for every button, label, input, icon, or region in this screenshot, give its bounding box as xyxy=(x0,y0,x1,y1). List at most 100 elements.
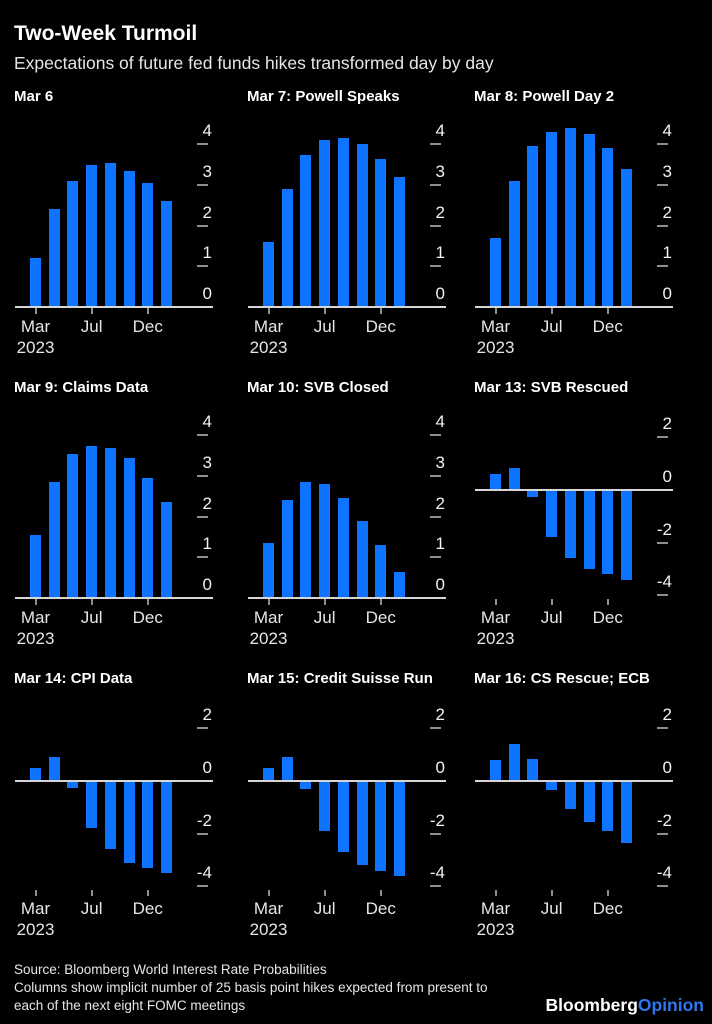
x-tick-label: Mar 2023 xyxy=(249,317,288,357)
source-line: Source: Bloomberg World Interest Rate Pr… xyxy=(14,962,327,977)
bar xyxy=(546,781,558,791)
bar xyxy=(300,154,312,307)
bar xyxy=(104,781,116,850)
chart-inner: Mar 10: SVB Closed 4 3 2 1 0 Mar 2023 Jul Dec xyxy=(233,376,470,667)
brand-bloomberg: Bloomberg xyxy=(545,995,638,1015)
bar xyxy=(620,168,632,307)
x-tick-label: Jul xyxy=(313,608,336,627)
x-tick xyxy=(494,308,497,314)
bar xyxy=(490,759,501,781)
chart-title: Mar 9: Claims Data xyxy=(14,379,149,396)
x-axis-line xyxy=(15,780,213,782)
x-axis-line xyxy=(475,306,673,308)
bar xyxy=(67,453,79,598)
y-tick-label: 3 xyxy=(202,453,212,473)
x-tick-label: Dec xyxy=(132,317,163,336)
x-tick xyxy=(379,308,382,314)
x-tick xyxy=(606,308,609,314)
bar xyxy=(508,744,520,781)
chart-title: Mar 14: CPI Data xyxy=(14,670,133,687)
y-tick-label: 0 xyxy=(202,284,212,303)
y-tick xyxy=(657,265,668,268)
x-tick xyxy=(267,599,270,605)
bar xyxy=(86,445,98,598)
bar xyxy=(319,781,331,832)
bar xyxy=(527,146,539,307)
bar xyxy=(546,490,558,538)
page-subtitle: Expectations of future fed funds hikes t… xyxy=(14,53,494,74)
x-tick xyxy=(90,599,93,605)
x-tick-label: Dec xyxy=(132,899,163,918)
x-tick-label: Mar 2023 xyxy=(476,608,515,648)
x-tick xyxy=(323,890,326,896)
bar xyxy=(281,757,293,781)
y-tick-label: 0 xyxy=(435,758,445,777)
y-tick xyxy=(657,885,668,888)
plot-area: 4 3 2 1 0 Mar 2023 Jul Dec xyxy=(0,411,237,648)
y-tick-label: 0 xyxy=(435,284,445,303)
y-tick xyxy=(657,436,668,439)
y-tick xyxy=(197,475,208,478)
plot-area: 2 0 -2 -4 Mar 2023 Jul Dec xyxy=(233,702,470,939)
x-tick-label: Dec xyxy=(365,317,396,336)
bar xyxy=(393,571,405,598)
y-tick xyxy=(430,184,441,187)
y-tick xyxy=(657,541,668,544)
plot-area: 4 3 2 1 0 Mar 2023 Jul Dec xyxy=(233,411,470,648)
x-tick-label: Mar 2023 xyxy=(249,899,288,939)
x-tick-label: Mar 2023 xyxy=(249,608,288,648)
bar xyxy=(583,490,595,569)
y-tick-label: 3 xyxy=(202,162,212,182)
bloomberg-opinion-logo: BloombergOpinion xyxy=(546,995,704,1016)
y-tick-label: 2 xyxy=(435,493,445,513)
y-tick xyxy=(430,556,441,559)
y-tick-label: 2 xyxy=(202,202,212,222)
footer-notes: Source: Bloomberg World Interest Rate Pr… xyxy=(14,961,487,1015)
x-tick xyxy=(379,890,382,896)
bar xyxy=(337,781,349,853)
y-tick-label: -2 xyxy=(656,810,672,830)
y-tick-label: 3 xyxy=(662,162,672,182)
x-tick-label: Mar 2023 xyxy=(16,608,55,648)
y-tick xyxy=(430,475,441,478)
x-tick xyxy=(34,308,37,314)
x-tick xyxy=(323,308,326,314)
chart-cell-9: Mar 16: CS Rescue; ECB 2 0 -2 -4 Mar 2023 Jul De… xyxy=(474,667,711,958)
y-tick xyxy=(197,184,208,187)
y-tick-label: -4 xyxy=(656,572,672,592)
bar xyxy=(123,170,135,307)
bar xyxy=(356,144,368,307)
bar xyxy=(160,201,172,307)
x-tick-label: Mar 2023 xyxy=(16,899,55,939)
x-tick xyxy=(494,890,497,896)
bar xyxy=(602,148,614,307)
y-tick-label: 4 xyxy=(662,121,672,141)
chart-cell-4: Mar 9: Claims Data 4 3 2 1 0 Mar 2023 Jul Dec xyxy=(0,376,237,667)
y-tick xyxy=(657,143,668,146)
bar xyxy=(356,520,368,598)
chart-title: Mar 6 xyxy=(14,88,54,105)
bar xyxy=(564,128,576,307)
y-tick xyxy=(197,515,208,518)
x-tick-label: Jul xyxy=(540,317,563,336)
chart-title: Mar 10: SVB Closed xyxy=(247,379,389,396)
x-tick-label: Dec xyxy=(365,608,396,627)
y-tick-label: 0 xyxy=(662,284,672,303)
chart-cell-7: Mar 14: CPI Data 2 0 -2 -4 Mar 2023 Jul Dec xyxy=(0,667,237,958)
bar xyxy=(319,484,331,598)
bar xyxy=(86,164,98,307)
x-tick xyxy=(34,890,37,896)
bar xyxy=(281,189,293,307)
x-tick xyxy=(550,308,553,314)
bar xyxy=(30,534,41,598)
x-tick xyxy=(146,599,149,605)
y-tick-label: 1 xyxy=(662,243,672,263)
bar xyxy=(30,258,41,307)
bar xyxy=(583,134,595,307)
y-tick xyxy=(430,224,441,227)
bar xyxy=(602,490,614,575)
x-tick-label: Dec xyxy=(592,317,623,336)
note-line-2: each of the next eight FOMC meetings xyxy=(14,998,246,1013)
bar xyxy=(48,757,60,781)
